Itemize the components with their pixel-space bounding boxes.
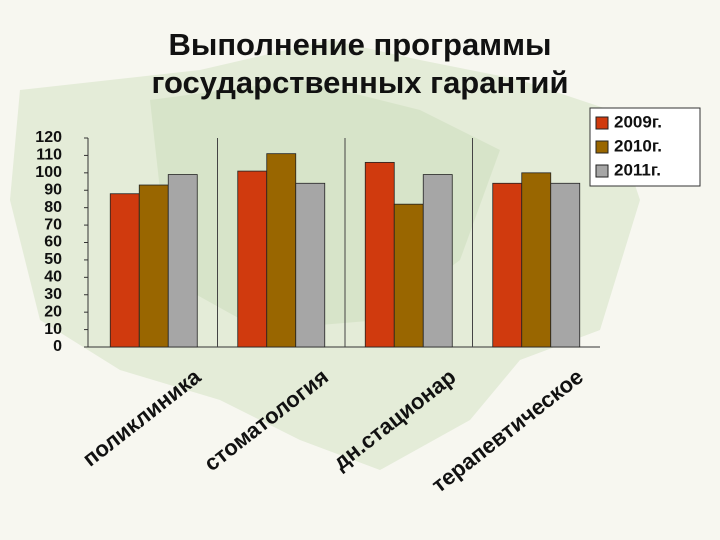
y-tick-label: 90 <box>44 181 62 198</box>
chart-title: Выполнение программы государственных гар… <box>151 27 569 100</box>
bar <box>237 170 268 348</box>
legend-swatch <box>595 116 609 130</box>
y-tick-label: 20 <box>44 303 62 320</box>
y-tick-label: 70 <box>44 216 62 233</box>
y-tick-label: 100 <box>35 164 62 181</box>
bar <box>492 182 523 348</box>
bar <box>266 153 297 348</box>
y-tick-label: 40 <box>44 269 62 286</box>
bar <box>422 174 453 348</box>
y-tick-label: 30 <box>44 286 62 303</box>
y-tick-label: 80 <box>44 199 62 216</box>
legend-label: 2010г. <box>614 136 662 155</box>
y-tick-label: 10 <box>44 321 62 338</box>
y-tick-label: 110 <box>36 147 62 164</box>
legend-label: 2011г. <box>614 160 661 179</box>
y-tick-label: 120 <box>35 129 62 146</box>
bar <box>109 193 140 348</box>
bar <box>295 182 326 348</box>
bar <box>393 203 424 348</box>
bar <box>364 161 395 348</box>
x-tick-label: поликлиника <box>78 363 206 471</box>
legend-swatch <box>595 164 609 178</box>
y-tick-label: 60 <box>44 234 62 251</box>
y-tick-label: 50 <box>44 251 62 268</box>
bar <box>550 182 581 348</box>
bar <box>138 184 169 348</box>
bar <box>167 174 198 348</box>
bar <box>521 172 552 348</box>
legend-swatch <box>595 140 609 154</box>
y-tick-label: 0 <box>53 338 62 355</box>
legend-label: 2009г. <box>614 112 662 131</box>
